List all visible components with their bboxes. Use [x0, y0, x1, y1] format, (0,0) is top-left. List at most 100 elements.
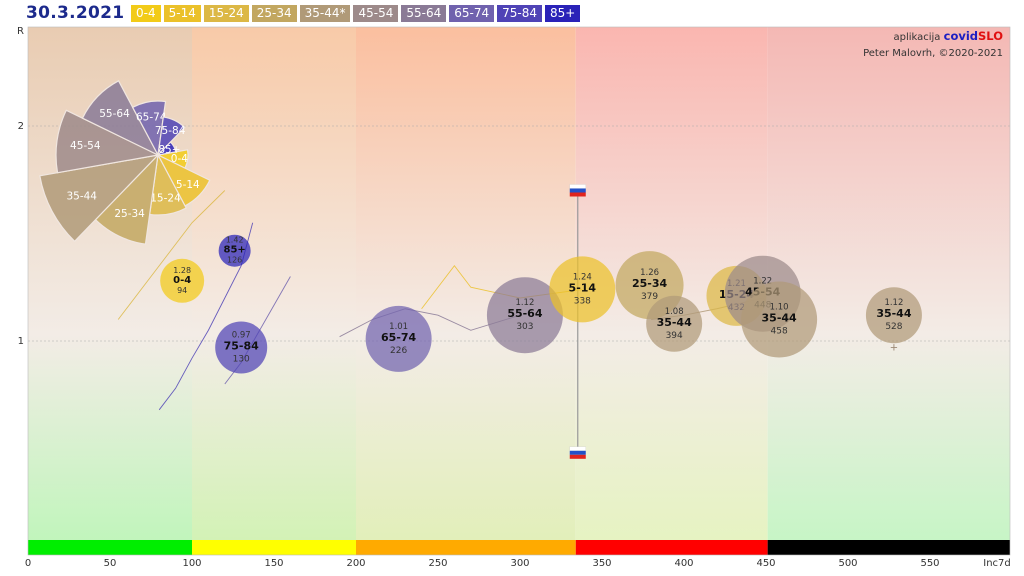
x-tick-label: 400 [674, 558, 693, 569]
bubble-r-value: 1.10 [770, 303, 789, 313]
zone-band [767, 27, 1010, 540]
zone-bar [28, 540, 192, 555]
pie-slice-shape [157, 116, 186, 157]
bubble-circle [741, 281, 818, 358]
pie-slice-label: 65-74 [136, 112, 167, 124]
x-tick-label: 550 [920, 558, 939, 569]
zone-bar [575, 540, 768, 555]
bubble-incidence: 458 [771, 327, 788, 337]
bubble-group-label: 85+ [223, 245, 245, 256]
x-tick-label: 200 [346, 558, 365, 569]
bubble-group-label: 35-44 [657, 316, 693, 329]
pie-slice-shape [156, 141, 177, 156]
x-tick-label: 100 [182, 558, 201, 569]
bubble-circle [549, 256, 616, 323]
legend-item-45-54: 45-54 [353, 5, 399, 22]
bubble-r-value: 1.42 [226, 236, 244, 245]
bubble-group-label: 65-74 [381, 331, 417, 344]
bubble-circle [365, 305, 432, 372]
legend-item-25-34: 25-34 [251, 5, 297, 22]
bubble-incidence: 94 [177, 286, 187, 295]
bubble-r-value: 1.12 [515, 298, 534, 308]
x-tick-label: 150 [264, 558, 283, 569]
bubble-circle [486, 277, 563, 354]
pie-slice-shape [131, 100, 167, 157]
x-tick-label: 250 [428, 558, 447, 569]
slovenia-flag-icon [569, 446, 586, 459]
bubble-incidence: 126 [227, 256, 242, 265]
bubble-circle [646, 295, 703, 352]
zone-band [192, 27, 356, 540]
legend-item-65-74: 65-74 [449, 5, 495, 22]
legend-item-35-44: 35-44* [299, 5, 351, 22]
bubble-group-label: 55-64 [507, 307, 543, 320]
pie-slice-85plus: 85+ [156, 141, 181, 156]
bubble-incidence: 130 [233, 354, 250, 364]
bubble-r-value: 1.28 [173, 266, 191, 275]
pie-slice-label: 55-64 [99, 108, 130, 120]
pie-slice-label: 35-44 [66, 191, 97, 203]
legend-item-0-4: 0-4 [131, 5, 161, 22]
x-axis-label: Inc7d [983, 558, 1011, 569]
bubble-circle [215, 321, 268, 374]
pie-slice-0-4: 0-4 [156, 149, 189, 169]
x-tick-label: 350 [592, 558, 611, 569]
x-tick-label: 300 [510, 558, 529, 569]
legend-item-5-14: 5-14 [163, 5, 201, 22]
pie-slice-shape [81, 80, 160, 157]
x-tick-label: 0 [25, 558, 31, 569]
zone-bar [192, 540, 356, 555]
plot-frame [27, 26, 1011, 556]
pie-slice-label: 45-54 [70, 140, 101, 152]
pie-slice-65-74: 65-74 [131, 100, 167, 157]
bubble-circle [160, 258, 205, 303]
bubble-r-value: 1.24 [573, 272, 592, 282]
plus-marker: + [890, 339, 898, 354]
pie-slice-45-54: 45-54 [55, 109, 160, 174]
pie-slice-label: 85+ [158, 144, 180, 156]
credits-app: aplikacija covidSLO [893, 29, 1003, 43]
legend-item-75-84: 75-84 [497, 5, 542, 22]
pie-slice-shape [39, 154, 160, 243]
pie-slice-label: 75-84 [155, 125, 186, 137]
bubble-r-value: 1.01 [389, 322, 408, 332]
pie-slice-35-44: 35-44 [39, 154, 160, 243]
bubble-r-value: 1.22 [753, 277, 772, 287]
y-tick-label: 2 [18, 121, 24, 132]
legend-item-15-24: 15-24 [203, 5, 249, 22]
credits-author: Peter Malovrh, ©2020-2021 [863, 48, 1003, 59]
history-trail [117, 190, 226, 320]
date-label: 30.3.2021 [26, 3, 125, 23]
zone-bar [356, 540, 576, 555]
bubble-0-4: 1.280-494 [160, 258, 205, 303]
bubble-incidence: 379 [641, 292, 658, 302]
y-tick-label: 1 [18, 336, 24, 347]
bubble-group-label: 0-4 [173, 275, 191, 286]
bubble-group-label: 75-84 [224, 339, 260, 352]
bubble-circle [218, 234, 251, 267]
bubble-incidence: 226 [390, 346, 407, 356]
bubble-group-label: 25-34 [632, 277, 668, 290]
history-trail [158, 222, 254, 411]
y-axis-label: R [17, 26, 24, 37]
history-trail [339, 308, 521, 338]
bubble-r-value: 1.12 [884, 298, 903, 308]
bubble-incidence: 338 [574, 296, 591, 306]
bubble-group-label: 35-44 [876, 307, 912, 320]
x-tick-label: 50 [104, 558, 117, 569]
bubble-incidence: 528 [885, 322, 902, 332]
bubble-r-value: 1.26 [640, 268, 659, 278]
bubble-group-label: 5-14 [569, 281, 597, 294]
bubble-incidence: 303 [516, 322, 533, 332]
slovenia-flag-icon [569, 184, 586, 197]
bubble-5-14: 1.245-14 338 [549, 256, 616, 323]
zone-bar [767, 540, 1010, 555]
x-tick-label: 450 [756, 558, 775, 569]
